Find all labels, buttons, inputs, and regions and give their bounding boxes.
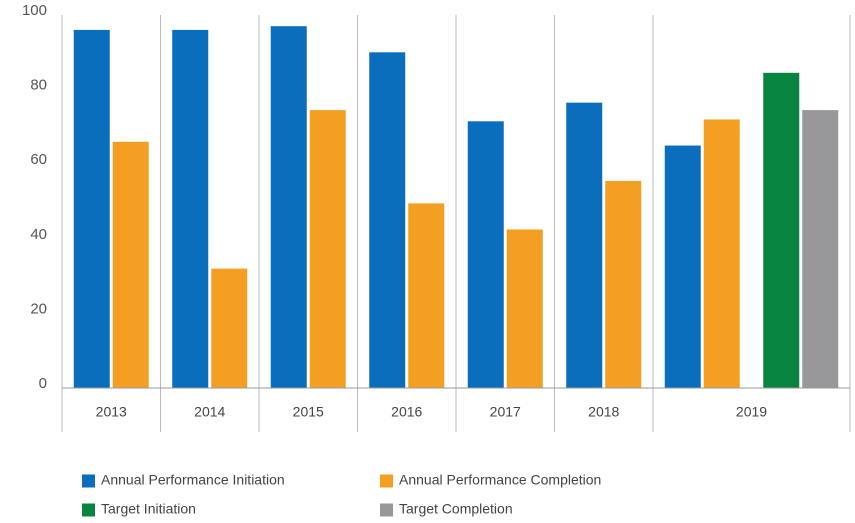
bar xyxy=(763,72,800,388)
x-tick-label: 2013 xyxy=(96,404,127,420)
legend-label: Annual Performance Initiation xyxy=(101,472,285,488)
y-tick-label: 0 xyxy=(39,375,47,392)
legend-swatch xyxy=(380,474,393,488)
legend-swatch xyxy=(82,474,95,488)
bar xyxy=(802,110,839,389)
x-tick-label: 2015 xyxy=(293,404,324,420)
bar xyxy=(664,145,701,388)
y-tick-label: 40 xyxy=(30,226,47,243)
bar xyxy=(172,29,209,388)
bar xyxy=(605,180,642,388)
bar xyxy=(112,141,149,388)
bar xyxy=(566,102,603,388)
y-tick-label: 20 xyxy=(30,300,47,317)
bar xyxy=(467,121,504,389)
bar xyxy=(369,52,406,389)
legend-label: Target Initiation xyxy=(101,501,196,517)
y-tick-label: 60 xyxy=(30,151,47,168)
bar xyxy=(73,29,110,388)
x-tick-label: 2019 xyxy=(736,404,767,420)
x-tick-label: 2018 xyxy=(588,404,619,420)
bar xyxy=(506,229,543,388)
bar xyxy=(309,110,346,389)
legend-swatch xyxy=(380,503,393,517)
x-tick-label: 2014 xyxy=(194,404,225,420)
legend-swatch xyxy=(82,503,95,517)
bar xyxy=(408,203,445,388)
x-tick-label: 2017 xyxy=(490,404,521,420)
legend-label: Target Completion xyxy=(399,501,513,517)
bar xyxy=(703,119,740,388)
bar xyxy=(211,268,248,388)
x-tick-label: 2016 xyxy=(391,404,422,420)
y-tick-label: 80 xyxy=(30,77,47,94)
legend-label: Annual Performance Completion xyxy=(399,472,601,488)
y-tick-label: 100 xyxy=(22,2,47,19)
bar xyxy=(270,26,307,388)
